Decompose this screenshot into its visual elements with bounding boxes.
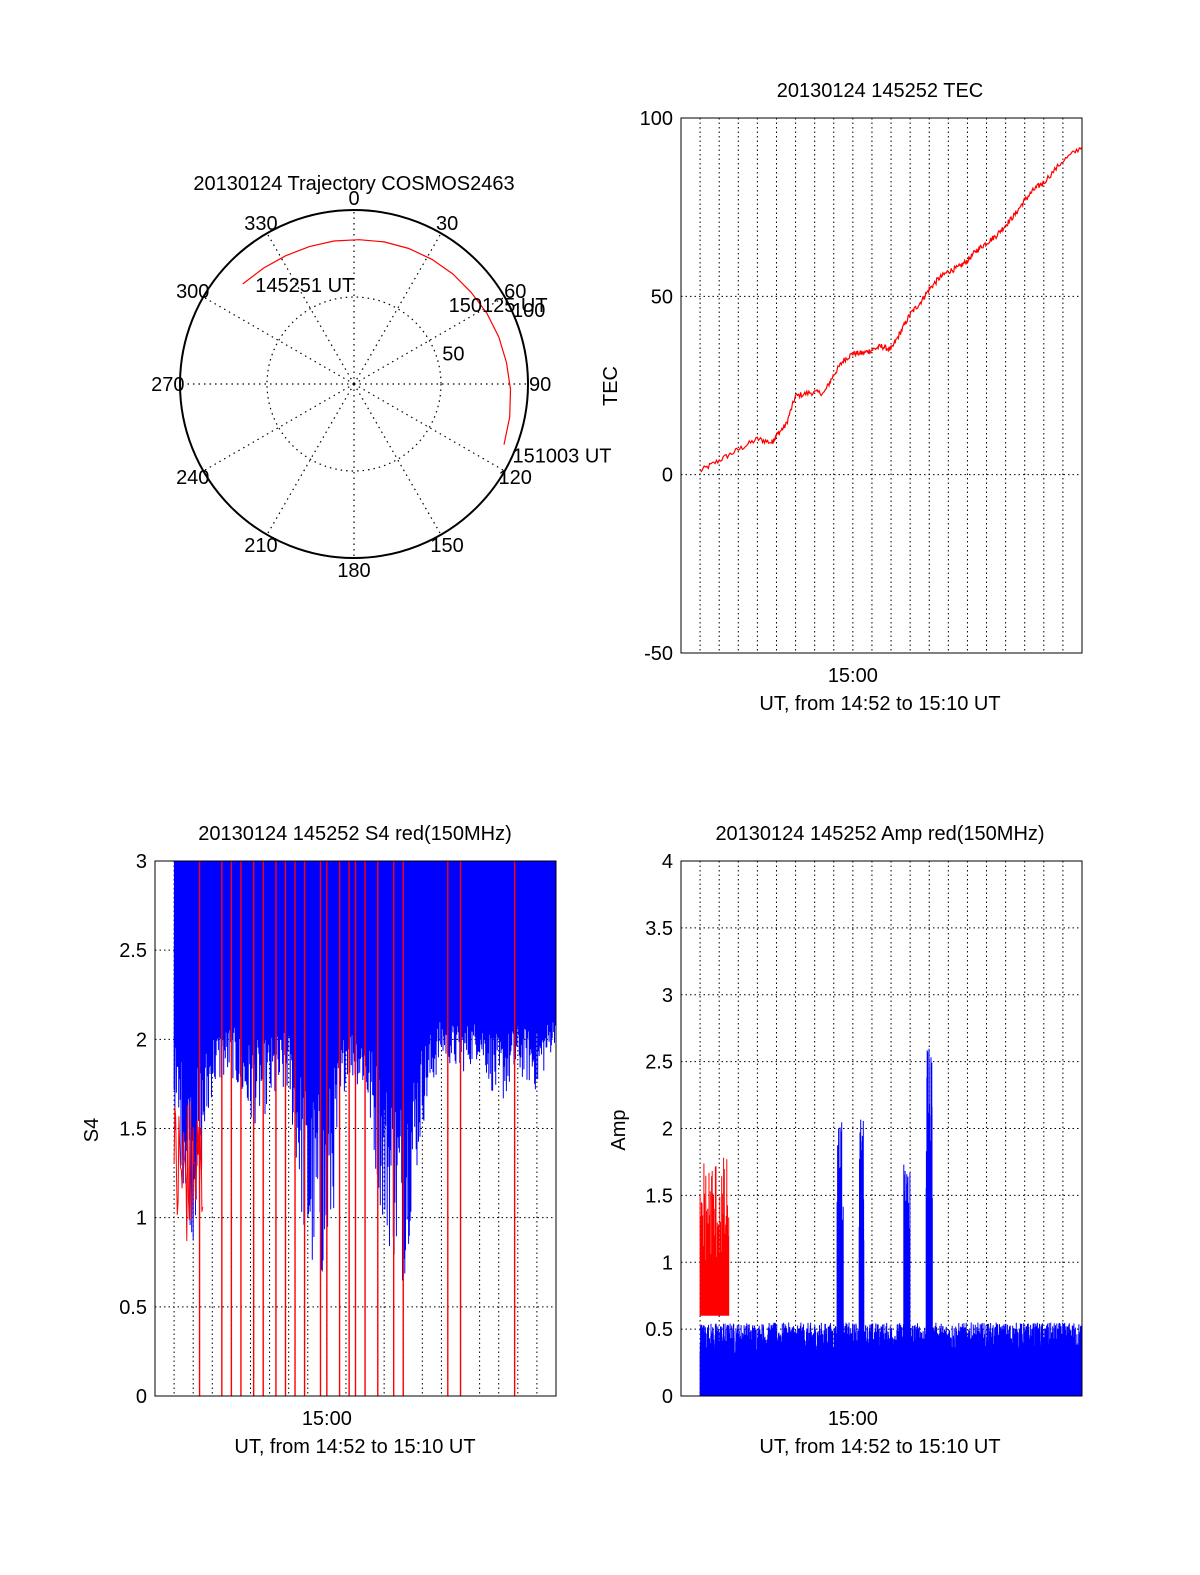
- y-tick-label: 3: [662, 985, 673, 1007]
- azimuth-label: 300: [176, 281, 209, 303]
- azimuth-label: 240: [176, 467, 209, 489]
- amp-blue-series: [699, 1048, 1083, 1396]
- s4-y-ticks: 0 0.5 1 1.5 2 2.5 3: [119, 851, 147, 1408]
- azimuth-label: 210: [244, 535, 277, 557]
- polar-spoke: [353, 233, 442, 385]
- azimuth-label: 120: [499, 467, 532, 489]
- azimuth-label: 30: [436, 213, 458, 235]
- polar-grid: [179, 209, 529, 559]
- tec-y-ticks: -50 0 50 100: [640, 108, 673, 665]
- s4-xlabel: UT, from 14:52 to 15:10 UT: [234, 1436, 475, 1458]
- tec-xlabel: UT, from 14:52 to 15:10 UT: [759, 693, 1000, 715]
- tec-series-line: [699, 146, 1083, 473]
- s4-plot-area: [154, 860, 557, 1397]
- y-tick-label: 4: [662, 851, 673, 873]
- y-tick-label: 2.5: [645, 1052, 673, 1074]
- amp-xlabel: UT, from 14:52 to 15:10 UT: [759, 1436, 1000, 1458]
- y-tick-label: 0: [662, 465, 673, 487]
- amp-x-ticks: 15:00: [828, 1408, 878, 1430]
- polar-annotations: 145251 UT 150125 UT 151003 UT: [255, 275, 611, 468]
- s4-x-ticks: 15:00: [302, 1408, 352, 1430]
- polar-spoke: [203, 383, 355, 472]
- amp-panel: 20130124 145252 Amp red(150MHz) 0 0.5 1 1.5…: [608, 823, 1083, 1458]
- azimuth-label: 270: [151, 374, 184, 396]
- x-tick-label: 15:00: [828, 1408, 878, 1430]
- polar-panel: 20130124 Trajectory COSMOS2463 0 30 60 90 12…: [151, 173, 611, 582]
- s4-series: [173, 861, 556, 1396]
- tec-title: 20130124 145252 TEC: [777, 80, 983, 102]
- radial-label: 100: [512, 300, 545, 322]
- s4-title: 20130124 145252 S4 red(150MHz): [198, 823, 512, 845]
- trajectory-annotation: 145251 UT: [255, 275, 354, 297]
- amp-title: 20130124 145252 Amp red(150MHz): [715, 823, 1044, 845]
- x-tick-label: 15:00: [828, 665, 878, 687]
- azimuth-label: 150: [430, 535, 463, 557]
- azimuth-label: 60: [504, 281, 526, 303]
- s4-ylabel: S4: [81, 1118, 103, 1142]
- trajectory-annotation: 150125 UT: [449, 295, 548, 317]
- y-tick-label: 2: [662, 1119, 673, 1141]
- s4-panel: 20130124 145252 S4 red(150MHz) 0 0.5 1 1.5 2…: [81, 823, 557, 1458]
- y-tick-label: 2.5: [119, 940, 147, 962]
- amp-y-ticks: 0 0.5 1 1.5 2 2.5 3 3.5 4: [645, 851, 673, 1408]
- polar-labels: 0 30 60 90 120 150 180 210 240 270 300 330 50 100: [151, 188, 551, 582]
- polar-spoke: [353, 383, 442, 535]
- y-tick-label: 0.5: [645, 1319, 673, 1341]
- tec-x-ticks: 15:00: [828, 665, 878, 687]
- y-tick-label: 0: [136, 1386, 147, 1408]
- polar-spoke: [353, 383, 505, 472]
- y-tick-label: 2: [136, 1029, 147, 1051]
- azimuth-label: 330: [244, 213, 277, 235]
- amp-series: [699, 1048, 1083, 1396]
- y-tick-label: 1.5: [119, 1119, 147, 1141]
- amp-red-series: [699, 1157, 730, 1316]
- polar-inner-ring: [266, 296, 442, 472]
- y-tick-label: -50: [644, 643, 673, 665]
- polar-spoke: [203, 296, 355, 385]
- polar-outer-ring: [179, 209, 529, 559]
- radial-label: 50: [442, 344, 464, 366]
- x-tick-label: 15:00: [302, 1408, 352, 1430]
- polar-spoke: [353, 296, 505, 385]
- azimuth-label: 180: [337, 560, 370, 582]
- y-tick-label: 3.5: [645, 918, 673, 940]
- polar-title: 20130124 Trajectory COSMOS2463: [193, 173, 514, 195]
- s4-red-low-region: [173, 1101, 204, 1242]
- y-tick-label: 50: [651, 286, 673, 308]
- tec-plot-area: [680, 117, 1083, 654]
- amp-ylabel: Amp: [608, 1109, 630, 1150]
- y-tick-label: 3: [136, 851, 147, 873]
- polar-spoke: [266, 383, 355, 535]
- amp-grid: [681, 861, 1082, 1396]
- tec-ylabel: TEC: [600, 366, 622, 406]
- polar-spoke: [266, 233, 355, 385]
- y-tick-label: 1: [136, 1208, 147, 1230]
- y-tick-label: 1.5: [645, 1185, 673, 1207]
- amp-plot-area: [680, 860, 1083, 1397]
- y-tick-label: 1: [662, 1252, 673, 1274]
- azimuth-label: 0: [348, 188, 359, 210]
- azimuth-label: 90: [529, 374, 551, 396]
- y-tick-label: 100: [640, 108, 673, 130]
- trajectory-line: [242, 239, 512, 445]
- y-tick-label: 0.5: [119, 1297, 147, 1319]
- trajectory-annotation: 151003 UT: [513, 446, 612, 468]
- tec-grid: [681, 118, 1082, 653]
- y-tick-label: 0: [662, 1386, 673, 1408]
